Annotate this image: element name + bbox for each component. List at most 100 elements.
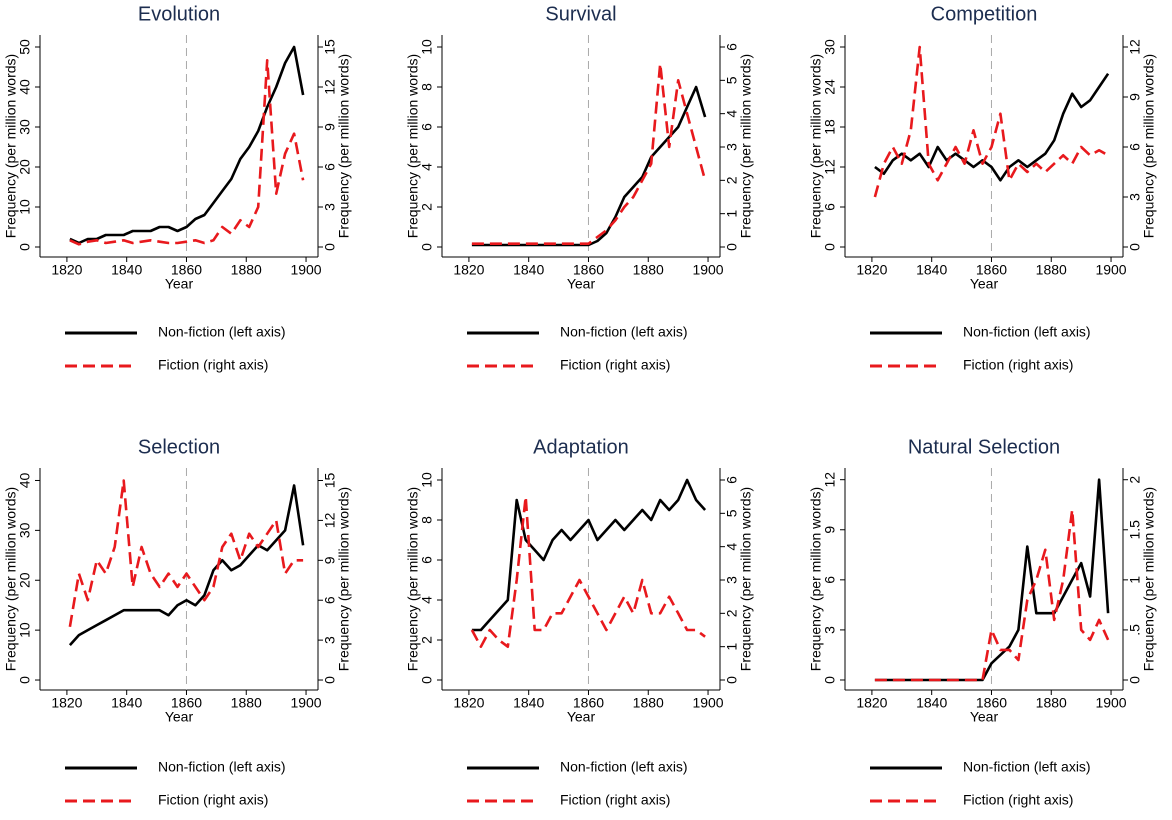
x-tick-label: 1900 xyxy=(290,695,321,711)
y2-tick-label: 6 xyxy=(724,43,740,51)
panel: Adaptation 1820 1840 1860 1880 1900 Year 0 2 4 6 8 1… xyxy=(405,436,754,807)
y-tick-label: 0 xyxy=(822,676,838,684)
y2-tick-label: 2 xyxy=(1127,476,1143,484)
y2-tick-label: 5 xyxy=(724,509,740,517)
panel: Survival 1820 1840 1860 1880 1900 Year 0 2 4 6 8 10 0… xyxy=(405,3,754,372)
x-tick-label: 1840 xyxy=(513,695,544,711)
x-axis-label: Year xyxy=(567,709,596,725)
legend-label: Non-fiction (left axis) xyxy=(158,759,286,775)
x-tick-label: 1840 xyxy=(916,695,947,711)
x-axis-label: Year xyxy=(165,276,194,292)
chart-title: Evolution xyxy=(138,3,220,25)
y2-tick-label: 3 xyxy=(724,576,740,584)
x-tick-label: 1880 xyxy=(633,695,664,711)
y2-tick-label: 1 xyxy=(1127,576,1143,584)
y-tick-label: 30 xyxy=(17,522,33,538)
y2-tick-label: 15 xyxy=(322,39,338,55)
y-axis-label: Frequency (per million words) xyxy=(3,487,19,671)
x-tick-label: 1820 xyxy=(51,262,82,278)
legend-label: Fiction (right axis) xyxy=(560,357,670,373)
y-tick-label: 4 xyxy=(419,163,435,171)
x-axis-label: Year xyxy=(567,276,596,292)
y-tick-label: 30 xyxy=(822,39,838,55)
x-tick-label: 1880 xyxy=(1036,695,1067,711)
series-line xyxy=(874,508,1110,682)
y2-tick-label: 5 xyxy=(724,76,740,84)
y2-tick-label: 15 xyxy=(322,473,338,489)
x-tick-label: 1880 xyxy=(1036,262,1067,278)
y-tick-label: 3 xyxy=(822,626,838,634)
y-tick-label: 20 xyxy=(17,572,33,588)
y-tick-label: 50 xyxy=(17,39,33,55)
x-tick-label: 1820 xyxy=(856,262,887,278)
chart-title: Competition xyxy=(931,3,1038,25)
y-axis-label: Frequency (per million words) xyxy=(405,54,421,238)
x-tick-label: 1840 xyxy=(916,262,947,278)
x-tick-label: 1820 xyxy=(856,695,887,711)
y2-tick-label: 6 xyxy=(322,163,338,171)
series-line xyxy=(68,484,305,646)
y2-tick-label: 3 xyxy=(1127,193,1143,201)
y-tick-label: 0 xyxy=(822,243,838,251)
legend-label: Non-fiction (left axis) xyxy=(158,324,286,340)
x-tick-label: 1860 xyxy=(573,695,604,711)
y-axis-label: Frequency (per million words) xyxy=(3,54,19,238)
legend-label: Fiction (right axis) xyxy=(963,357,1073,373)
y2-tick-label: 6 xyxy=(322,596,338,604)
legend-label: Fiction (right axis) xyxy=(963,792,1073,808)
y-tick-label: 0 xyxy=(419,243,435,251)
x-tick-label: 1840 xyxy=(513,262,544,278)
series-line xyxy=(874,72,1110,182)
y2-tick-label: 0 xyxy=(1127,243,1143,251)
y2-tick-label: 6 xyxy=(724,476,740,484)
legend-label: Non-fiction (left axis) xyxy=(963,759,1091,775)
y-axis-label: Frequency (per million words) xyxy=(405,487,421,671)
x-axis-label: Year xyxy=(970,709,999,725)
y2-tick-label: 2 xyxy=(724,176,740,184)
y2-tick-label: 4 xyxy=(724,110,740,118)
y-tick-label: 10 xyxy=(17,199,33,215)
series-line xyxy=(873,45,1109,198)
legend-label: Fiction (right axis) xyxy=(560,792,670,808)
y-axis-label: Frequency (per million words) xyxy=(808,54,824,238)
y-tick-label: 40 xyxy=(17,472,33,488)
y2-tick-label: 0 xyxy=(322,243,338,251)
x-tick-label: 1900 xyxy=(1095,262,1126,278)
y-tick-label: 18 xyxy=(822,119,838,135)
y2-tick-label: 2 xyxy=(724,609,740,617)
y2-axis-label: Frequency (per million words) xyxy=(738,487,754,671)
y2-axis-label: Frequency (per million words) xyxy=(336,54,352,238)
x-tick-label: 1860 xyxy=(976,262,1007,278)
y-tick-label: 40 xyxy=(17,79,33,95)
y2-tick-label: 3 xyxy=(322,636,338,644)
y-tick-label: 12 xyxy=(822,159,838,175)
x-axis-label: Year xyxy=(165,709,194,725)
y2-tick-label: 12 xyxy=(322,79,338,95)
chart-title: Natural Selection xyxy=(908,436,1060,458)
legend-label: Non-fiction (left axis) xyxy=(560,759,688,775)
series-line xyxy=(471,62,707,245)
x-tick-label: 1820 xyxy=(453,695,484,711)
series-line xyxy=(471,478,707,632)
y2-tick-label: 0 xyxy=(724,676,740,684)
y2-tick-label: 12 xyxy=(322,512,338,528)
y2-tick-label: 1 xyxy=(724,643,740,651)
y2-tick-label: 1 xyxy=(724,210,740,218)
x-tick-label: 1900 xyxy=(290,262,321,278)
y-tick-label: 20 xyxy=(17,159,33,175)
y-tick-label: 12 xyxy=(822,472,838,488)
x-tick-label: 1840 xyxy=(111,262,142,278)
y-tick-label: 0 xyxy=(17,676,33,684)
y-tick-label: 2 xyxy=(419,203,435,211)
x-tick-label: 1880 xyxy=(231,695,262,711)
y-tick-label: 10 xyxy=(17,622,33,638)
x-tick-label: 1860 xyxy=(976,695,1007,711)
x-tick-label: 1880 xyxy=(633,262,664,278)
x-tick-label: 1880 xyxy=(231,262,262,278)
y-tick-label: 8 xyxy=(419,83,435,91)
y-tick-label: 6 xyxy=(419,556,435,564)
y-tick-label: 0 xyxy=(419,676,435,684)
